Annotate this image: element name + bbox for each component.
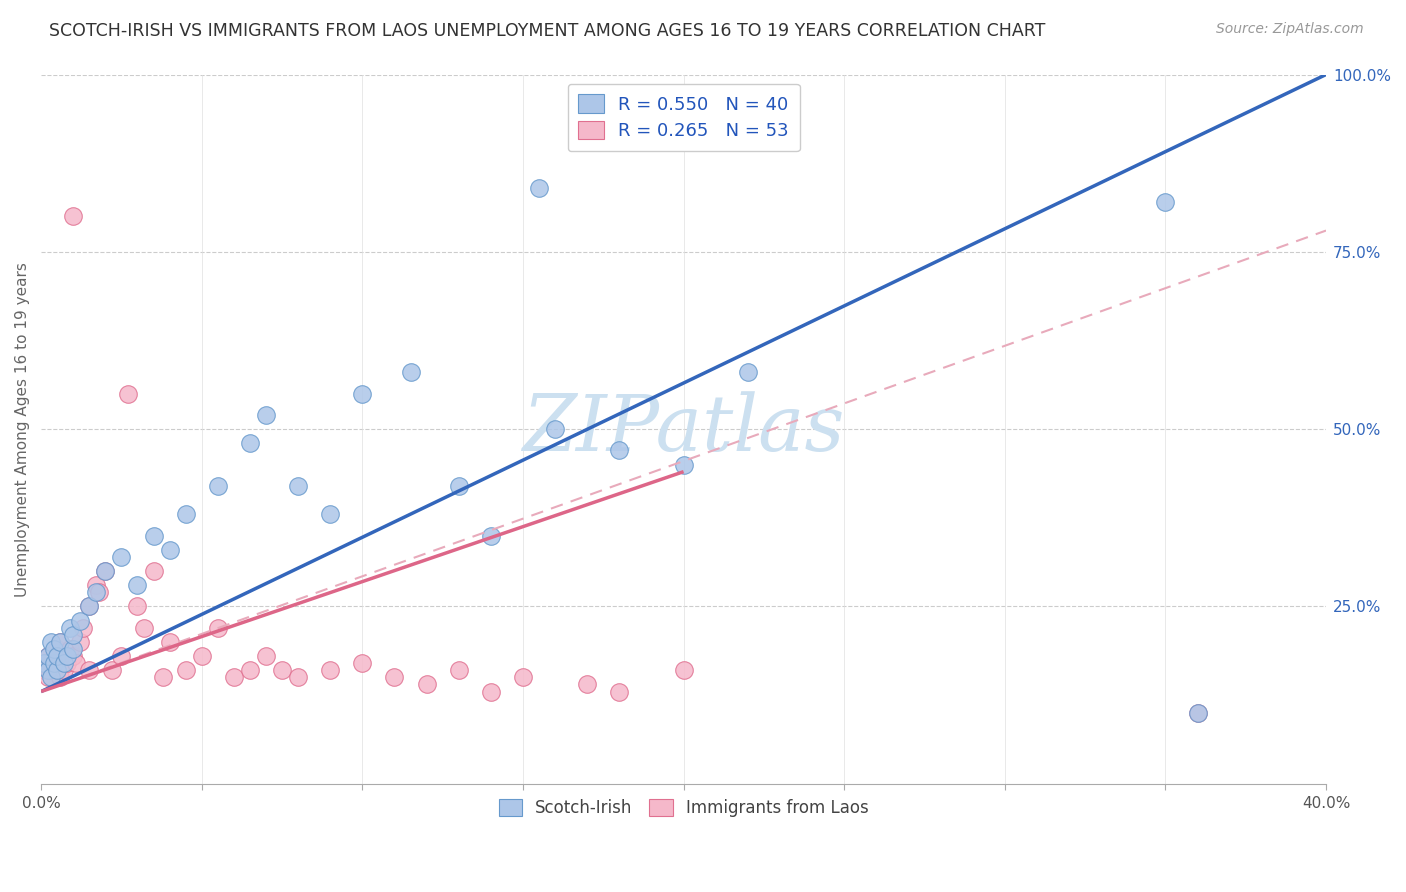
Point	[42, 649, 65, 664]
Point	[34, 656, 56, 670]
Point	[37, 670, 59, 684]
Point	[49, 670, 72, 684]
Point	[39, 635, 62, 649]
Point	[37, 649, 59, 664]
Point	[37, 663, 59, 677]
Point	[72, 621, 94, 635]
Point	[287, 479, 309, 493]
Point	[1187, 706, 1209, 720]
Point	[319, 507, 342, 521]
Point	[39, 656, 62, 670]
Point	[1154, 195, 1177, 210]
Point	[87, 585, 110, 599]
Point	[737, 365, 759, 379]
Point	[174, 507, 197, 521]
Point	[352, 386, 374, 401]
Point	[127, 578, 149, 592]
Point	[37, 649, 59, 664]
Point	[415, 677, 437, 691]
Point	[254, 649, 277, 664]
Y-axis label: Unemployment Among Ages 16 to 19 years: Unemployment Among Ages 16 to 19 years	[15, 261, 30, 597]
Point	[62, 628, 84, 642]
Point	[69, 614, 91, 628]
Point	[512, 670, 534, 684]
Point	[254, 408, 277, 422]
Point	[110, 649, 132, 664]
Point	[62, 210, 84, 224]
Point	[79, 599, 101, 614]
Point	[79, 599, 101, 614]
Point	[319, 663, 342, 677]
Point	[132, 621, 155, 635]
Point	[142, 564, 165, 578]
Point	[46, 649, 69, 664]
Point	[190, 649, 212, 664]
Point	[222, 670, 245, 684]
Point	[239, 663, 262, 677]
Point	[607, 443, 630, 458]
Point	[127, 599, 149, 614]
Point	[447, 663, 470, 677]
Point	[59, 621, 82, 635]
Point	[110, 549, 132, 564]
Point	[62, 649, 84, 664]
Point	[174, 663, 197, 677]
Point	[84, 585, 107, 599]
Point	[65, 656, 87, 670]
Point	[672, 663, 695, 677]
Point	[42, 642, 65, 657]
Point	[607, 684, 630, 698]
Point	[84, 578, 107, 592]
Point	[271, 663, 294, 677]
Point	[159, 542, 181, 557]
Point	[39, 663, 62, 677]
Point	[49, 635, 72, 649]
Point	[49, 635, 72, 649]
Point	[39, 670, 62, 684]
Point	[46, 642, 69, 657]
Point	[479, 528, 502, 542]
Point	[34, 663, 56, 677]
Point	[239, 436, 262, 450]
Point	[207, 621, 229, 635]
Point	[46, 663, 69, 677]
Point	[42, 656, 65, 670]
Point	[52, 649, 75, 664]
Point	[62, 642, 84, 657]
Point	[56, 649, 79, 664]
Point	[384, 670, 406, 684]
Point	[399, 365, 422, 379]
Point	[527, 181, 550, 195]
Point	[1187, 706, 1209, 720]
Text: SCOTCH-IRISH VS IMMIGRANTS FROM LAOS UNEMPLOYMENT AMONG AGES 16 TO 19 YEARS CORR: SCOTCH-IRISH VS IMMIGRANTS FROM LAOS UNE…	[49, 22, 1046, 40]
Point	[52, 656, 75, 670]
Point	[672, 458, 695, 472]
Point	[59, 642, 82, 657]
Text: ZIPatlas: ZIPatlas	[523, 391, 845, 467]
Point	[46, 656, 69, 670]
Point	[42, 663, 65, 677]
Point	[287, 670, 309, 684]
Point	[576, 677, 599, 691]
Point	[544, 422, 567, 436]
Point	[34, 656, 56, 670]
Point	[69, 635, 91, 649]
Point	[101, 663, 124, 677]
Point	[117, 386, 139, 401]
Point	[207, 479, 229, 493]
Point	[152, 670, 174, 684]
Point	[352, 656, 374, 670]
Point	[79, 663, 101, 677]
Point	[94, 564, 117, 578]
Point	[56, 656, 79, 670]
Point	[479, 684, 502, 698]
Point	[142, 528, 165, 542]
Point	[94, 564, 117, 578]
Point	[52, 663, 75, 677]
Text: Source: ZipAtlas.com: Source: ZipAtlas.com	[1216, 22, 1364, 37]
Legend: Scotch-Irish, Immigrants from Laos: Scotch-Irish, Immigrants from Laos	[491, 790, 877, 825]
Point	[159, 635, 181, 649]
Point	[447, 479, 470, 493]
